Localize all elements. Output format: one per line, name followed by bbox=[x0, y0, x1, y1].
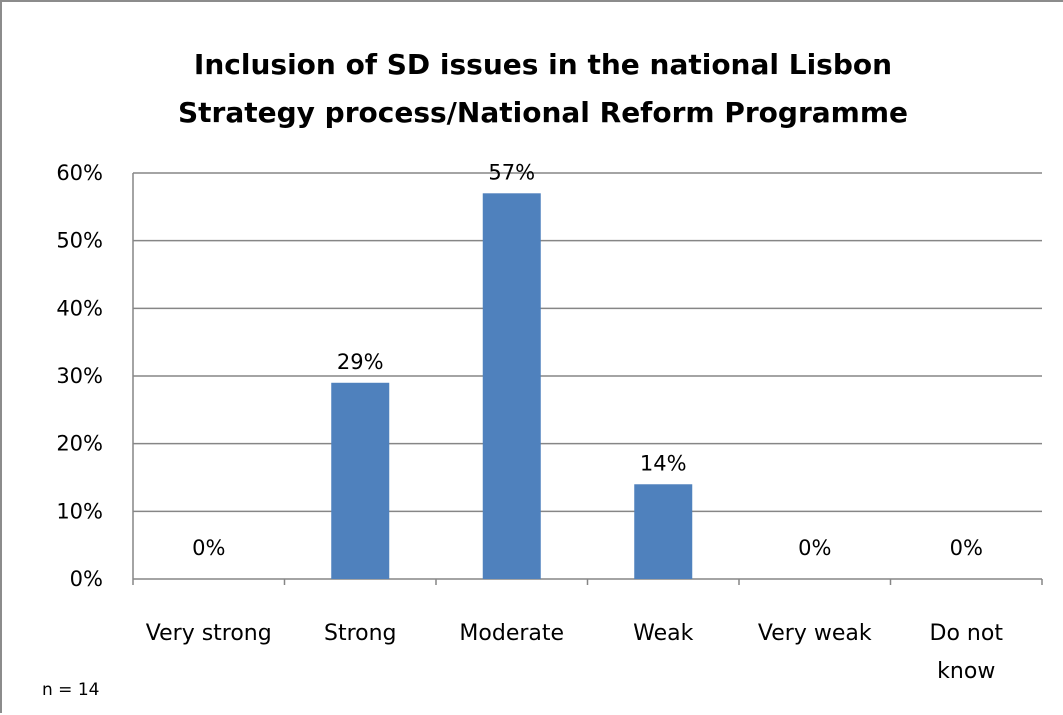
bar-strong bbox=[331, 382, 390, 579]
y-tick-label: 60% bbox=[56, 161, 103, 185]
x-category-label: Very strong bbox=[146, 621, 272, 646]
x-category-label: Weak bbox=[633, 621, 693, 646]
y-tick-label: 0% bbox=[70, 567, 103, 591]
y-axis-ticks: 0% 10% 20% 30% 40% 50% 60% bbox=[56, 161, 103, 591]
x-category-label: Do not bbox=[930, 621, 1004, 646]
y-tick-label: 50% bbox=[56, 229, 103, 253]
data-label: 14% bbox=[640, 451, 687, 475]
bar-weak bbox=[634, 484, 693, 579]
x-category-label: Very weak bbox=[758, 621, 872, 646]
data-labels: 0% 29% 57% 14% 0% 0% bbox=[192, 160, 983, 560]
y-tick-label: 40% bbox=[56, 296, 103, 320]
x-category-label: Strong bbox=[324, 621, 397, 646]
x-axis-categories: Very strong Strong Moderate Weak Very weak Do… bbox=[146, 621, 1004, 684]
y-tick-label: 20% bbox=[56, 432, 103, 456]
chart-title: Inclusion of SD issues in the national L… bbox=[178, 48, 908, 129]
y-tick-label: 10% bbox=[56, 499, 103, 523]
x-category-label: Moderate bbox=[459, 621, 564, 646]
chart-title-line: Strategy process/National Reform Program… bbox=[178, 96, 908, 129]
x-category-label: know bbox=[937, 659, 995, 684]
bars bbox=[331, 193, 693, 580]
chart-title-line: Inclusion of SD issues in the national L… bbox=[194, 48, 892, 81]
gridlines bbox=[132, 172, 1043, 585]
data-label: 0% bbox=[950, 536, 983, 560]
data-label: 0% bbox=[192, 536, 225, 560]
bar-moderate bbox=[482, 193, 541, 580]
data-label: 57% bbox=[488, 160, 535, 184]
data-label: 29% bbox=[337, 350, 384, 374]
y-tick-label: 30% bbox=[56, 364, 103, 388]
sample-size-note: n = 14 bbox=[42, 680, 99, 700]
data-label: 0% bbox=[798, 536, 831, 560]
